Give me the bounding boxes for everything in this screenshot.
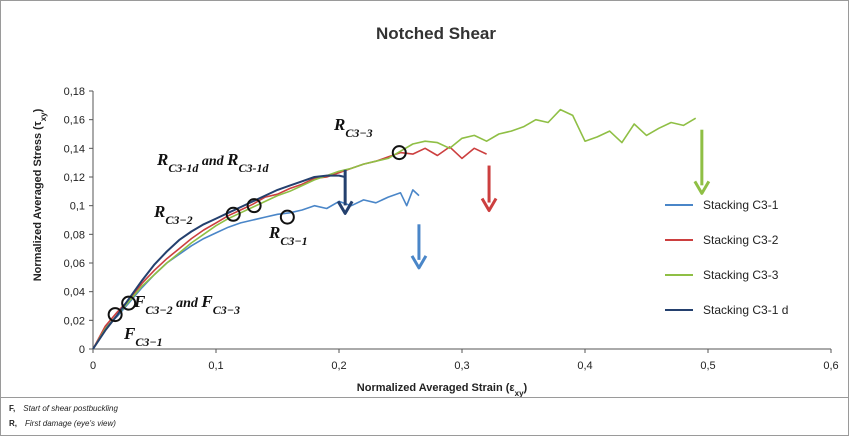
annotation-fc31: FC3−1 <box>123 324 163 349</box>
annotation-rc1d: RC3-1d and RC3-1d <box>156 150 269 175</box>
x-tick-label: 0 <box>90 360 96 372</box>
arrows-layer <box>336 129 711 270</box>
legend-label-3: Stacking C3-3 <box>703 268 779 282</box>
footnotes: F, Start of shear postbuckling R, First da… <box>1 397 849 437</box>
y-tick-label: 0,1 <box>70 201 85 213</box>
annotation-rc31: RC3−1 <box>268 223 308 248</box>
legend-label-1: Stacking C3-1 <box>703 198 779 212</box>
event-marker-circle <box>225 206 241 222</box>
footnote-r-text: First damage (eye's view) <box>25 419 116 428</box>
legend-label-4: Stacking C3-1 d <box>703 303 788 317</box>
y-tick-label: 0,06 <box>64 258 85 270</box>
event-marker-circle <box>121 295 137 311</box>
legend: Stacking C3-1 Stacking C3-2 Stacking C3-3 S… <box>665 198 788 317</box>
annotation-rc33: RC3−3 <box>333 115 373 140</box>
y-tick-label: 0,14 <box>64 143 85 155</box>
y-tick-label: 0,16 <box>64 115 85 127</box>
chart-canvas: Notched Shear 0 0,02 0,04 0,06 0,08 0,1 0,12 0,… <box>32 24 839 397</box>
y-axis-title: Normalized Averaged Stress (τxy) <box>32 108 48 281</box>
y-tick-label: 0,18 <box>64 86 85 98</box>
series-line-1 <box>92 189 420 350</box>
footnote-f: F, Start of shear postbuckling <box>9 404 118 413</box>
x-tick-label: 0,6 <box>823 360 838 372</box>
y-tick-label: 0,08 <box>64 229 85 241</box>
y-tick-label: 0,02 <box>64 315 85 327</box>
footnote-r: R, First damage (eye's view) <box>9 419 116 428</box>
event-marker-circle <box>246 198 262 214</box>
y-tick-label: 0,12 <box>64 172 85 184</box>
series-layer <box>92 108 697 350</box>
annotations-layer: FC3−1 FC3−2 and FC3−3 RC3−2 RC3−1 RC3-1d and… <box>123 115 373 349</box>
legend-label-2: Stacking C3-2 <box>703 233 779 247</box>
x-tick-label: 0,3 <box>454 360 469 372</box>
damage-arrow-head <box>410 255 428 270</box>
x-axis-title: Normalized Averaged Strain (εxy) <box>357 382 528 397</box>
y-tick-label: 0 <box>79 344 85 356</box>
event-marker-circle <box>107 307 123 323</box>
series-line-3 <box>92 108 697 350</box>
x-tick-label: 0,4 <box>577 360 592 372</box>
chart-title: Notched Shear <box>376 24 496 43</box>
footnote-f-text: Start of shear postbuckling <box>23 404 118 413</box>
damage-arrow-head <box>693 180 711 195</box>
series-line-4 <box>92 174 346 350</box>
annotation-rc32: RC3−2 <box>153 202 193 227</box>
ticks: 0 0,02 0,04 0,06 0,08 0,1 0,12 0,14 0,16 0,18 0 0,1… <box>64 86 839 372</box>
damage-arrow-head <box>480 197 498 213</box>
y-tick-label: 0,04 <box>64 287 85 299</box>
axis-labels: Normalized Averaged Strain (εxy) Normaliz… <box>32 108 528 397</box>
x-tick-label: 0,1 <box>208 360 223 372</box>
x-tick-label: 0,2 <box>331 360 346 372</box>
footnote-r-symbol: R, <box>9 419 17 428</box>
x-tick-label: 0,5 <box>700 360 715 372</box>
event-marker-circle <box>391 145 407 161</box>
series-line-2 <box>92 146 487 350</box>
annotation-fc32: FC3−2 and FC3−3 <box>133 292 240 317</box>
damage-arrow-head <box>336 200 354 215</box>
footnote-f-symbol: F, <box>9 404 16 413</box>
markers-layer <box>107 145 407 323</box>
event-marker-circle <box>279 209 295 225</box>
